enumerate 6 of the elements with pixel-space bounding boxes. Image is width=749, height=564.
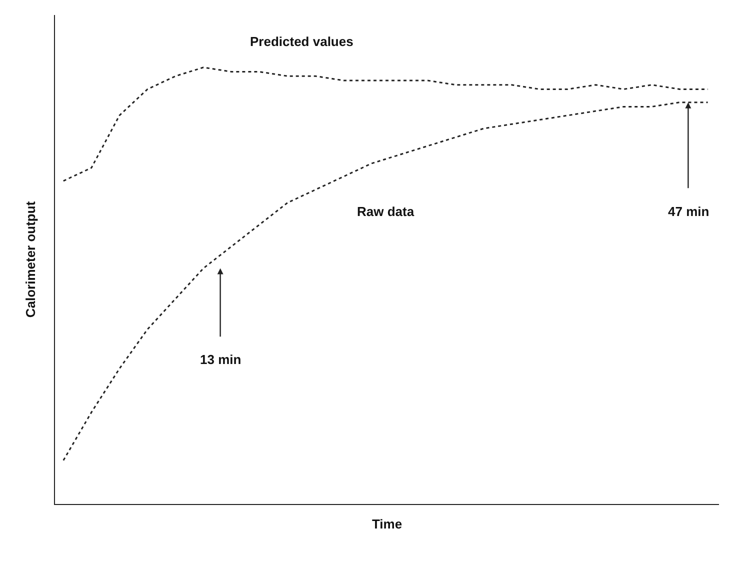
annotation: 47 min: [668, 204, 710, 219]
annotation: Raw data: [357, 204, 415, 219]
y-axis-title: Calorimeter output: [22, 200, 38, 318]
text: Predicted values: [250, 34, 354, 49]
x-axis-title: Time: [372, 516, 402, 532]
annotation: 13 min: [200, 352, 242, 367]
